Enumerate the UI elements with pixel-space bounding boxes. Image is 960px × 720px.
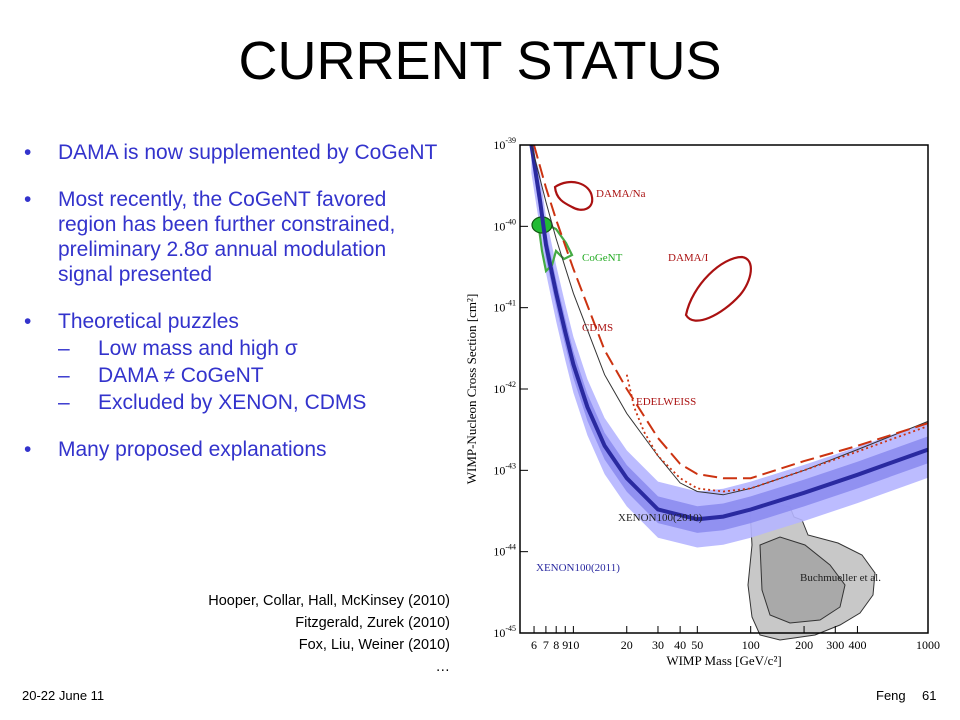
buchmueller-inner-region	[759, 536, 846, 624]
cogent-region	[536, 219, 574, 274]
label-cdms: CDMS	[582, 322, 613, 334]
reference-item: Hooper, Collar, Hall, McKinsey (2010)	[208, 593, 450, 609]
x-tick-label: 400	[848, 638, 866, 652]
bullet-item: • DAMA is now supplemented by CoGeNT	[24, 140, 444, 165]
bullet-item: • Most recently, the CoGeNT favored regi…	[24, 187, 444, 287]
bullet-dot-icon: •	[24, 141, 32, 164]
sub-bullet-item: – DAMA ≠ CoGeNT	[24, 363, 444, 388]
y-tick-label: 10-43	[493, 461, 516, 477]
y-tick-label: 10-45	[493, 624, 516, 640]
sub-bullet-text: Low mass and high σ	[98, 337, 298, 360]
bullet-text: Many proposed explanations	[58, 438, 327, 461]
edelweiss-line	[625, 374, 929, 493]
xenon2011-line	[529, 144, 929, 522]
x-tick-label: 50	[691, 638, 703, 652]
reference-item: …	[435, 659, 451, 675]
y-tick-label: 10-41	[493, 299, 516, 315]
sub-bullet-text: DAMA ≠ CoGeNT	[98, 364, 264, 387]
x-tick-label: 300	[826, 638, 844, 652]
bullet-text: Theoretical puzzles	[58, 310, 239, 333]
dama-i-region	[684, 255, 752, 322]
bullet-dot-icon: •	[24, 310, 32, 333]
cdms-line	[533, 144, 929, 480]
label-xenon2010: XENON100(2010)	[618, 512, 703, 524]
slide-title: CURRENT STATUS	[238, 31, 722, 91]
y-tick-label: 10-44	[493, 543, 516, 559]
x-tick-label: 7	[543, 638, 549, 652]
footer-page-number: 61	[922, 688, 937, 703]
label-cogent: CoGeNT	[582, 252, 623, 264]
dash-icon: –	[58, 337, 70, 360]
footer-author: Feng	[876, 688, 906, 703]
label-dama-i: DAMA/I	[668, 252, 709, 264]
sub-bullet-item: – Low mass and high σ	[24, 336, 444, 361]
reference-item: Fitzgerald, Zurek (2010)	[295, 615, 450, 631]
bullet-dot-icon: •	[24, 438, 32, 461]
y-tick-label: 10-39	[493, 136, 516, 152]
xenon2010-line	[530, 144, 929, 496]
dash-icon: –	[58, 364, 70, 387]
label-xenon2011: XENON100(2011)	[536, 562, 620, 574]
x-tick-label: 30	[652, 638, 664, 652]
sub-bullet-text: Excluded by XENON, CDMS	[98, 391, 367, 414]
x-tick-label: 1000	[916, 638, 940, 652]
x-tick-label: 9	[562, 638, 568, 652]
x-tick-label: 200	[795, 638, 813, 652]
bullet-item: • Many proposed explanations	[24, 437, 444, 462]
x-tick-label: 40	[674, 638, 686, 652]
bullet-text: Most recently, the CoGeNT favored region…	[58, 188, 396, 286]
label-dama-na: DAMA/Na	[596, 188, 646, 200]
x-tick-label: 10	[567, 638, 579, 652]
x-tick-label: 20	[621, 638, 633, 652]
y-tick-label: 10-40	[493, 217, 516, 233]
axis-ticks: 6 7 8 9 10 20 30 40 50 100 200 300 400 1000 10-45 10-44…	[493, 136, 940, 652]
y-tick-label: 10-42	[493, 380, 516, 396]
sub-bullet-item: – Excluded by XENON, CDMS	[24, 390, 444, 415]
reference-list: Hooper, Collar, Hall, McKinsey (2010) Fi…	[30, 590, 450, 678]
dama-na-region	[553, 180, 594, 211]
bullet-dot-icon: •	[24, 188, 32, 211]
bullet-item: • Theoretical puzzles – Low mass and high…	[24, 309, 444, 415]
bullet-list: • DAMA is now supplemented by CoGeNT • M…	[24, 140, 444, 484]
label-buchmueller: Buchmueller et al.	[800, 572, 881, 584]
x-tick-label: 100	[742, 638, 760, 652]
x-axis-label: WIMP Mass [GeV/c²]	[666, 653, 781, 668]
label-edelweiss: EDELWEISS	[636, 396, 696, 408]
plot-area	[529, 144, 929, 641]
y-axis-label: WIMP-Nucleon Cross Section [cm²]	[464, 294, 479, 485]
reference-item: Fox, Liu, Weiner (2010)	[298, 637, 450, 653]
exclusion-chart: DAMA/Na DAMA/I CoGeNT CDMS EDELWEISS XEN…	[460, 125, 940, 680]
footer-date: 20-22 June 11	[22, 688, 105, 703]
dash-icon: –	[58, 391, 70, 414]
x-tick-label: 6	[531, 638, 537, 652]
bullet-text: DAMA is now supplemented by CoGeNT	[58, 141, 438, 164]
x-tick-label: 8	[553, 638, 559, 652]
